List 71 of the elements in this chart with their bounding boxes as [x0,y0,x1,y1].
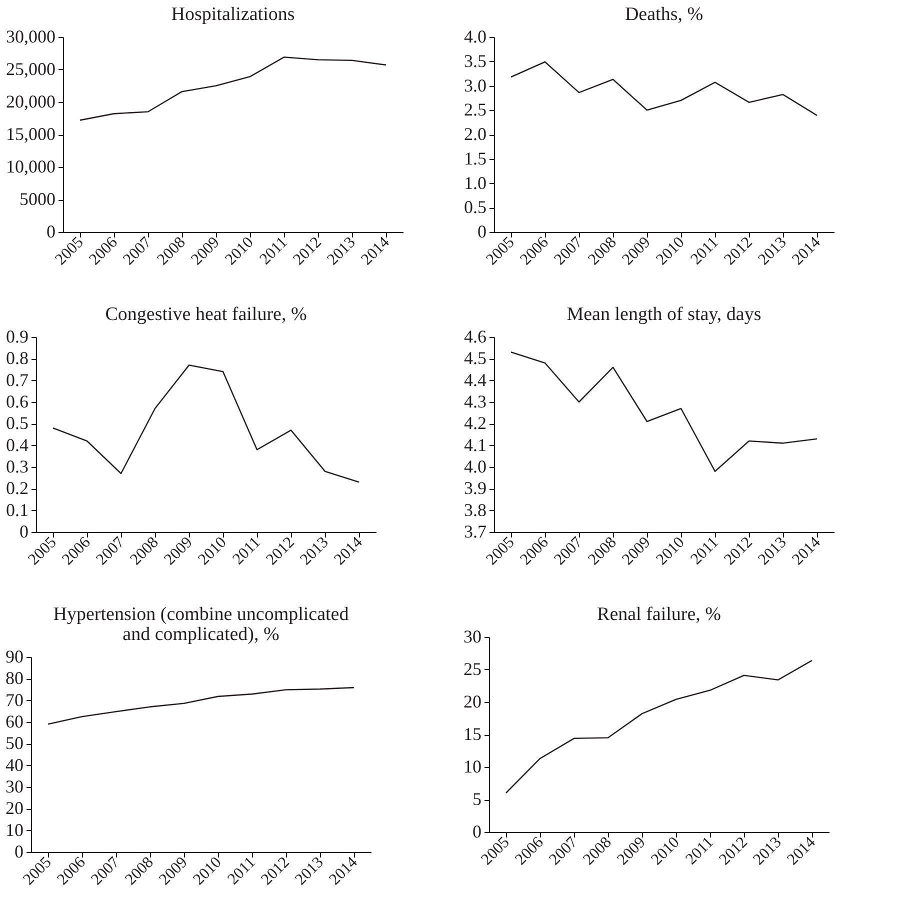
x-tick-label: 2011 [230,534,264,568]
chart-title: Mean length of stay, days [566,304,762,325]
y-tick-label: 10 [464,756,482,776]
chart-title: Congestive heat failure, % [105,304,307,325]
y-tick-label: 90 [6,646,24,666]
chart-title: Hospitalizations [171,4,295,25]
y-tick-label: 0.5 [6,413,28,434]
y-tick-label: 40 [6,754,24,775]
x-tick-label: 2011 [224,854,259,888]
line-series [79,56,387,121]
chart-title: Hypertension (combine uncomplicated and complicated), % [53,604,350,645]
y-tick-label: 3.5 [464,50,486,71]
y-tick-label: 4.1 [464,434,486,455]
y-tick-label: 2.0 [464,124,486,144]
y-tick-label: 0.1 [6,500,28,520]
y-tick-label: 80 [6,668,24,688]
line-series [510,352,818,472]
chart-title: Renal failure, % [597,604,722,625]
y-tick-label: 10 [6,820,24,840]
y-tick-label: 1.5 [464,148,486,168]
x-tick-label: 2011 [688,234,722,268]
y-tick-label: 3.0 [464,75,486,96]
y-tick-label: 0.7 [6,370,28,390]
y-tick-label: 30 [464,626,482,646]
line-series [52,364,360,483]
y-tick-label: 15 [464,724,482,744]
y-tick-label: 0.6 [6,392,28,412]
y-tick-label: 50 [6,733,24,754]
y-tick-label: 3.7 [464,522,486,542]
y-tick-label: 0 [472,822,482,842]
x-tick-label: 2011 [682,834,717,868]
x-tick-label: 2011 [256,234,291,268]
y-tick-label: 0 [20,522,28,542]
y-tick-label: 0 [46,222,56,242]
y-tick-label: 4.5 [464,348,486,368]
y-tick-label: 5000 [20,189,56,209]
y-tick-label: 2.5 [464,100,486,120]
y-tick-label: 5 [472,789,482,809]
y-tick-label: 30 [6,776,24,796]
y-tick-label: 3.8 [464,500,486,520]
y-tick-label: 0 [14,842,24,862]
y-tick-label: 0.8 [6,348,28,368]
y-tick-label: 25 [464,659,482,679]
y-tick-label: 60 [6,712,24,732]
y-tick-label: 15,000 [6,124,56,144]
y-tick-label: 4.3 [464,392,486,412]
y-tick-label: 0 [478,222,486,242]
y-tick-label: 30,000 [6,26,56,46]
y-tick-label: 25,000 [6,59,56,79]
y-tick-label: 3.9 [464,478,486,498]
y-tick-label: 0.9 [6,326,28,346]
y-tick-label: 70 [6,690,24,710]
y-tick-label: 4.4 [464,370,486,390]
y-tick-label: 0.2 [6,478,28,498]
y-tick-label: 4.2 [464,413,486,434]
y-tick-label: 0.3 [6,456,28,476]
y-tick-label: 20,000 [6,92,56,112]
chart-title: Deaths, % [624,4,704,25]
y-tick-label: 10,000 [6,156,56,176]
y-tick-label: 0.5 [464,197,486,218]
line-series [47,686,355,725]
y-tick-label: 20 [6,798,24,818]
y-tick-label: 4.0 [464,456,486,476]
y-tick-label: 4.0 [464,26,486,46]
x-tick-label: 2011 [688,534,722,568]
y-tick-label: 20 [464,692,482,712]
y-tick-label: 0.4 [6,434,28,455]
y-tick-label: 1.0 [464,172,486,193]
line-series [510,61,818,116]
line-series [505,660,813,794]
y-tick-label: 4.6 [464,326,486,346]
